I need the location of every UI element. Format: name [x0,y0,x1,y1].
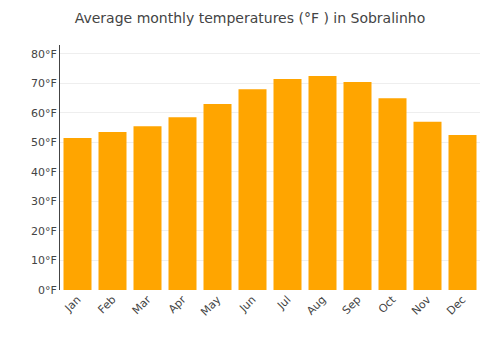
svg-text:Aug: Aug [304,293,328,317]
svg-text:10°F: 10°F [31,254,57,267]
svg-text:30°F: 30°F [31,195,57,208]
svg-text:Mar: Mar [130,293,154,317]
svg-text:50°F: 50°F [31,136,57,149]
svg-text:Jan: Jan [62,293,84,315]
svg-text:Apr: Apr [166,293,189,316]
svg-text:60°F: 60°F [31,107,57,120]
svg-text:Feb: Feb [96,293,119,316]
svg-text:Nov: Nov [409,293,434,318]
svg-text:Jun: Jun [236,293,258,315]
svg-text:Average monthly temperatures (: Average monthly temperatures (°F ) in So… [75,10,426,26]
svg-text:20°F: 20°F [31,225,57,238]
svg-text:40°F: 40°F [31,166,57,179]
svg-text:0°F: 0°F [38,284,57,297]
svg-text:70°F: 70°F [31,77,57,90]
svg-text:80°F: 80°F [31,48,57,61]
svg-text:May: May [198,293,224,319]
svg-text:Jul: Jul [274,293,293,312]
svg-text:Dec: Dec [444,293,468,317]
svg-text:Sep: Sep [340,293,364,317]
svg-text:Oct: Oct [376,293,399,316]
